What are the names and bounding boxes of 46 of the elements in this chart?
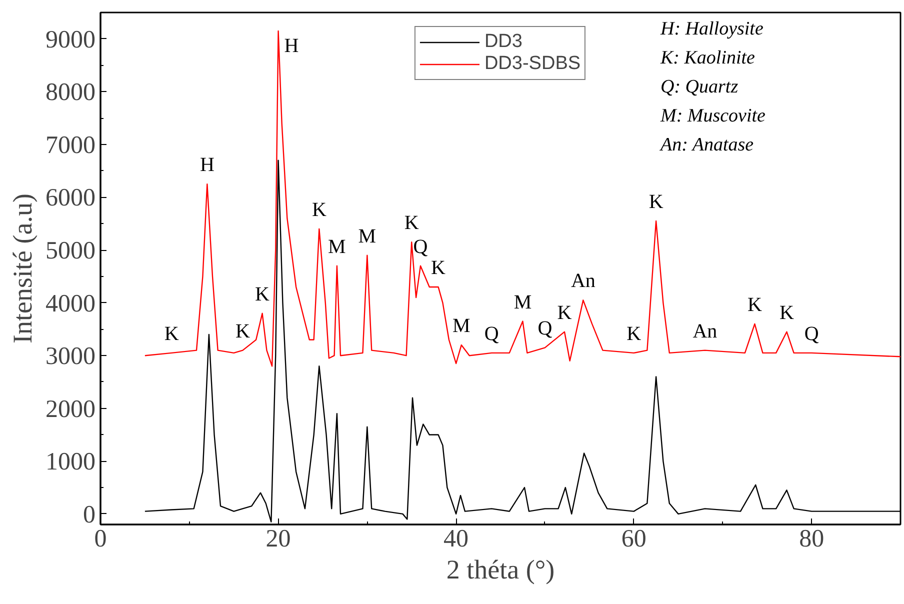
- annotation: Q: [538, 318, 553, 340]
- y-tick-label: 2000: [46, 396, 96, 423]
- annotation: M: [514, 291, 532, 314]
- annotation: An: Anatase: [658, 134, 754, 156]
- legend-label: DD3: [484, 31, 522, 53]
- annotation: K: [404, 212, 420, 234]
- annotation: An: [570, 270, 596, 292]
- x-axis-title: 2 théta (°): [446, 554, 555, 584]
- annotation: K: Kaolinite: [660, 48, 755, 68]
- y-tick-label: 6000: [46, 184, 96, 212]
- annotation: K: [164, 322, 180, 345]
- legend-label: DD3-SDBS: [484, 53, 581, 75]
- y-tick-label: 5000: [46, 238, 96, 265]
- x-tick-label: 60: [621, 526, 646, 552]
- x-tick-label: 20: [266, 526, 291, 552]
- annotation: K: [648, 190, 664, 213]
- annotation: Q: [413, 236, 428, 258]
- annotation: Q: [484, 322, 500, 345]
- annotation: H: [200, 154, 214, 176]
- y-tick-label: 7000: [46, 132, 96, 159]
- annotation: M: [452, 315, 470, 338]
- y-tick-label: 3000: [46, 343, 96, 370]
- annotation: H: [284, 34, 299, 57]
- annotation: An: [692, 320, 718, 342]
- x-tick-label: 40: [444, 526, 469, 552]
- annotation: K: [312, 198, 327, 221]
- annotation: K: [557, 302, 572, 324]
- annotation: K: [626, 322, 642, 345]
- annotation: M: [358, 225, 376, 248]
- y-axis-title: Intensité (a.u): [8, 194, 38, 344]
- x-tick-label: 80: [799, 526, 824, 552]
- annotation: Q: Quartz: [660, 76, 739, 98]
- y-tick-label: 1000: [46, 448, 96, 476]
- annotation: K: [780, 302, 794, 324]
- y-tick-label: 4000: [46, 290, 96, 318]
- y-tick-label: 8000: [46, 79, 96, 106]
- annotation: K: [236, 320, 250, 342]
- y-tick-label: 9000: [46, 26, 96, 54]
- annotation: K: [255, 283, 270, 306]
- annotation: H: Halloysite: [660, 18, 764, 40]
- y-tick-label: 0: [83, 501, 96, 528]
- annotation: M: [328, 236, 346, 258]
- annotation: K: [748, 294, 762, 316]
- annotation: Q: [804, 322, 820, 345]
- annotation: K: [431, 256, 446, 279]
- annotation: M: Muscovite: [660, 106, 766, 126]
